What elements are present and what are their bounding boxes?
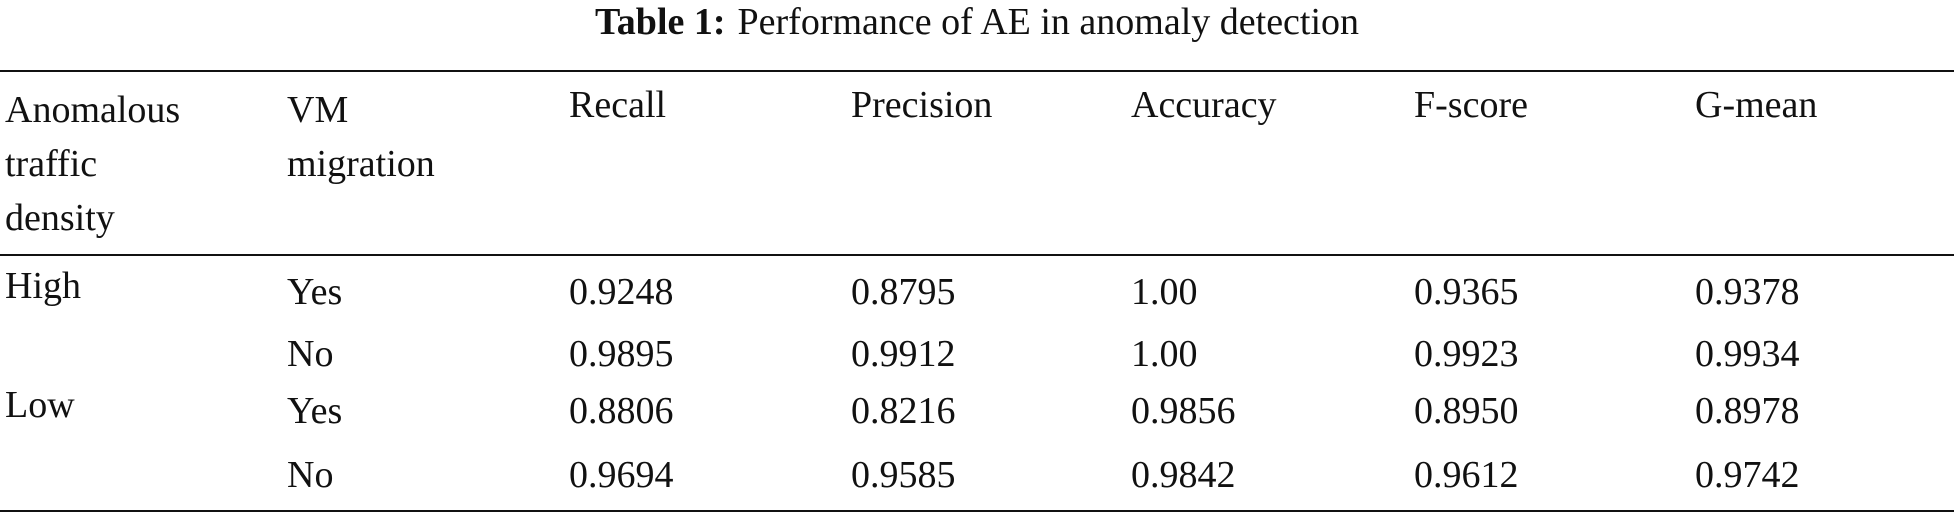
group-label: High (5, 265, 81, 307)
table-cell: 0.9912 (851, 333, 956, 375)
column-header: VM migration (287, 89, 435, 185)
table-cell: 0.9842 (1131, 454, 1236, 496)
table-cell: 0.9694 (569, 454, 674, 496)
table-cell: No (287, 333, 334, 375)
table-cell: 0.9923 (1414, 333, 1519, 375)
table-cell: 0.9895 (569, 333, 674, 375)
group-label: Low (5, 384, 75, 426)
table-cell: 0.9365 (1414, 271, 1519, 313)
table-caption: Table 1: Performance of AE in anomaly det… (0, 0, 1954, 44)
table-cell: 0.9742 (1695, 454, 1800, 496)
table-cell: 0.8950 (1414, 390, 1519, 432)
table-cell: No (287, 454, 334, 496)
column-header: G-mean (1695, 84, 1818, 126)
caption-text: Performance of AE in anomaly detection (737, 1, 1360, 43)
table-cell: 0.9248 (569, 271, 674, 313)
bottom-rule (0, 510, 1954, 512)
column-header: F-score (1414, 84, 1528, 126)
table-cell: 1.00 (1131, 333, 1198, 375)
column-header: Accuracy (1131, 84, 1277, 126)
table-cell: 0.9612 (1414, 454, 1519, 496)
table-cell: 0.9856 (1131, 390, 1236, 432)
column-header: Anomalous traffic density (5, 89, 181, 239)
column-header: Precision (851, 84, 993, 126)
table-cell: 0.9585 (851, 454, 956, 496)
table-cell: 0.8795 (851, 271, 956, 313)
table-cell: Yes (287, 390, 343, 432)
table-cell: Yes (287, 271, 343, 313)
table-cell: 0.9934 (1695, 333, 1800, 375)
mid-rule (0, 254, 1954, 256)
top-rule (0, 70, 1954, 72)
caption-label: Table 1: (594, 1, 726, 43)
table-cell: 0.9378 (1695, 271, 1800, 313)
table-cell: 0.8216 (851, 390, 956, 432)
table-cell: 0.8978 (1695, 390, 1800, 432)
table-cell: 0.8806 (569, 390, 674, 432)
column-header: Recall (569, 84, 667, 126)
table-cell: 1.00 (1131, 271, 1198, 313)
